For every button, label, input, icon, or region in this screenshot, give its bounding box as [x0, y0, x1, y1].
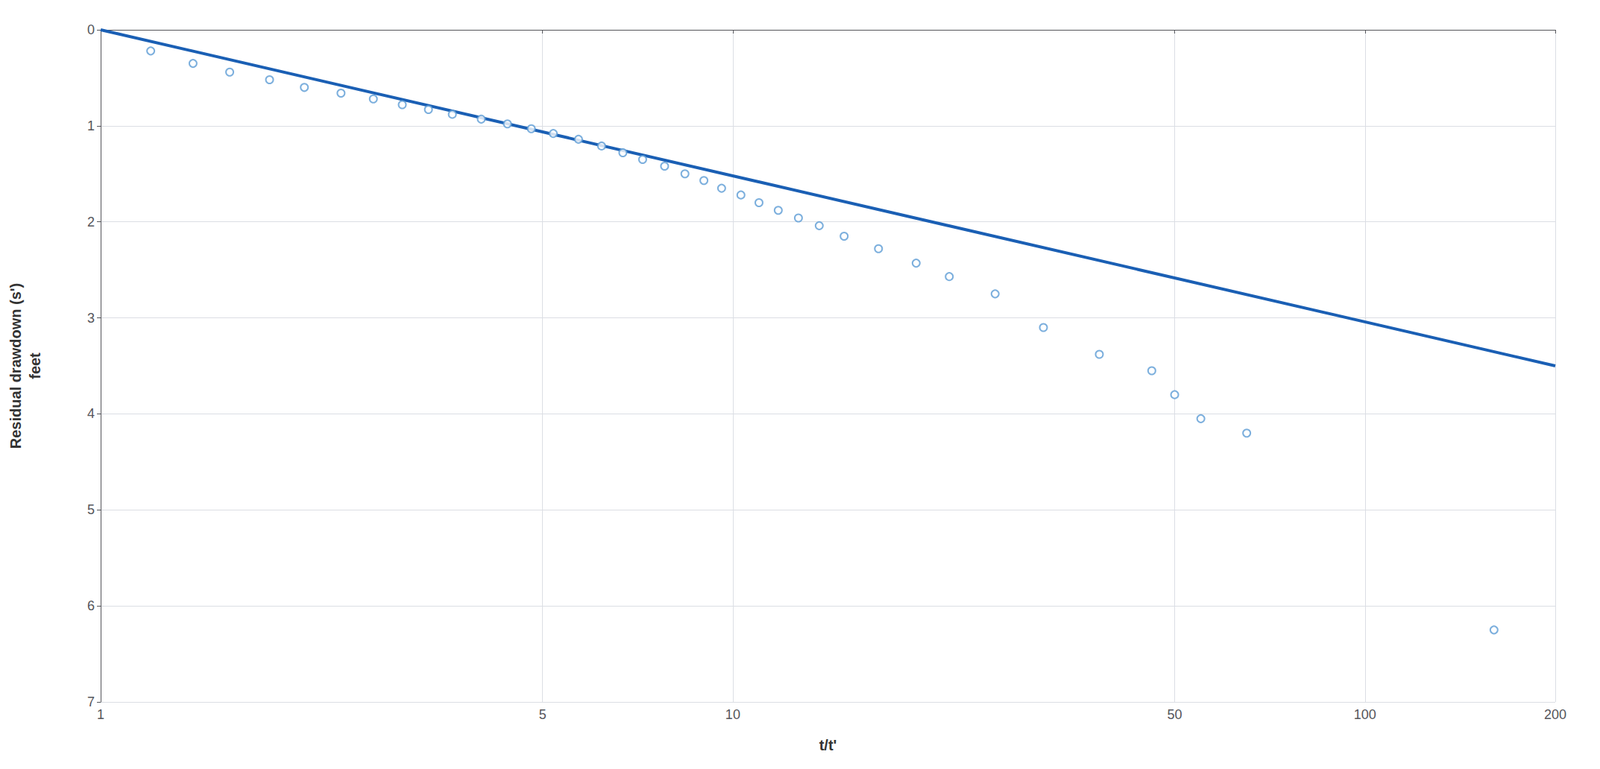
- svg-text:1: 1: [87, 118, 95, 134]
- svg-text:5: 5: [539, 707, 547, 723]
- svg-text:10: 10: [725, 707, 741, 723]
- svg-text:feet: feet: [26, 352, 44, 380]
- svg-text:50: 50: [1167, 707, 1183, 723]
- svg-text:4: 4: [87, 406, 95, 422]
- svg-text:0: 0: [87, 22, 95, 38]
- svg-text:1: 1: [96, 707, 105, 723]
- svg-text:3: 3: [87, 310, 95, 326]
- svg-text:2: 2: [87, 214, 95, 230]
- svg-text:Residual drawdown (s'): Residual drawdown (s'): [7, 283, 24, 450]
- svg-text:t/t': t/t': [819, 737, 838, 754]
- svg-text:100: 100: [1353, 707, 1377, 723]
- svg-text:5: 5: [87, 502, 95, 518]
- svg-text:200: 200: [1544, 707, 1567, 723]
- svg-text:7: 7: [87, 694, 95, 710]
- svg-text:6: 6: [87, 598, 95, 614]
